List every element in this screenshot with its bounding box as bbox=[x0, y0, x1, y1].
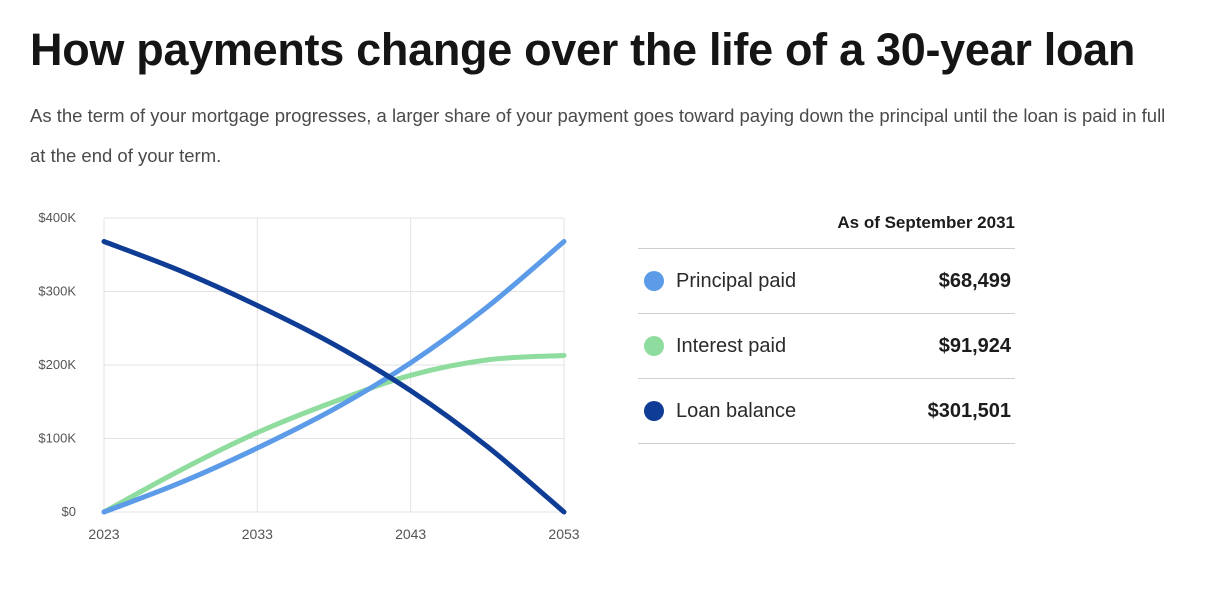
y-tick-label: $0 bbox=[62, 504, 76, 519]
y-tick-label: $300K bbox=[38, 284, 76, 299]
legend-label: Principal paid bbox=[676, 269, 797, 292]
legend-row-principal: Principal paid $68,499 bbox=[638, 249, 1015, 314]
legend-value: $91,924 bbox=[938, 334, 1011, 357]
x-axis-ticks: 2023 2033 2043 2053 bbox=[88, 526, 579, 542]
legend-row-interest: Interest paid $91,924 bbox=[638, 314, 1015, 379]
x-tick-label: 2053 bbox=[548, 526, 579, 542]
y-axis-ticks: $0 $100K $200K $300K $400K bbox=[38, 210, 76, 519]
principal-paid-line bbox=[101, 239, 567, 515]
legend-row-balance: Loan balance $301,501 bbox=[638, 379, 1015, 444]
legend-panel: As of September 2031 Principal paid $68,… bbox=[638, 206, 1015, 444]
legend-label: Loan balance bbox=[676, 399, 797, 422]
legend-value: $301,501 bbox=[927, 399, 1011, 422]
payments-line-chart: $0 $100K $200K $300K $400K 2023 2033 2043 2053 bbox=[38, 210, 579, 542]
page-title: How payments change over the life of a 3… bbox=[30, 24, 1136, 75]
legend-value: $68,499 bbox=[938, 269, 1011, 292]
page-subtitle: As the term of your mortgage progresses,… bbox=[30, 105, 1166, 166]
x-tick-label: 2023 bbox=[88, 526, 119, 542]
balance-dot-icon bbox=[644, 401, 664, 421]
x-tick-label: 2033 bbox=[242, 526, 273, 542]
legend-header: As of September 2031 bbox=[638, 206, 1015, 249]
principal-dot-icon bbox=[644, 271, 664, 291]
y-tick-label: $100K bbox=[38, 431, 76, 446]
loan-balance-line bbox=[101, 239, 567, 515]
legend-label: Interest paid bbox=[676, 334, 787, 357]
chart-grid bbox=[103, 217, 565, 513]
x-tick-label: 2043 bbox=[395, 526, 426, 542]
interest-paid-line bbox=[101, 352, 567, 515]
chart-series bbox=[101, 239, 567, 515]
y-tick-label: $400K bbox=[38, 210, 76, 225]
y-tick-label: $200K bbox=[38, 357, 76, 372]
interest-dot-icon bbox=[644, 336, 664, 356]
